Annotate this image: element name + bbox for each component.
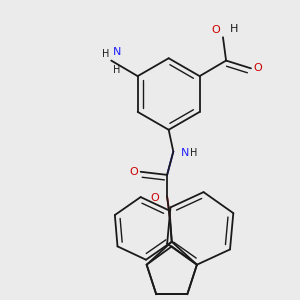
- Text: O: O: [151, 193, 159, 203]
- Text: H: H: [190, 148, 198, 158]
- Text: H: H: [102, 49, 110, 59]
- Text: N: N: [181, 148, 190, 158]
- Text: O: O: [211, 25, 220, 35]
- Text: N: N: [113, 47, 121, 58]
- Text: H: H: [230, 23, 238, 34]
- Text: H: H: [113, 65, 120, 75]
- Text: O: O: [253, 63, 262, 73]
- Text: O: O: [129, 167, 138, 177]
